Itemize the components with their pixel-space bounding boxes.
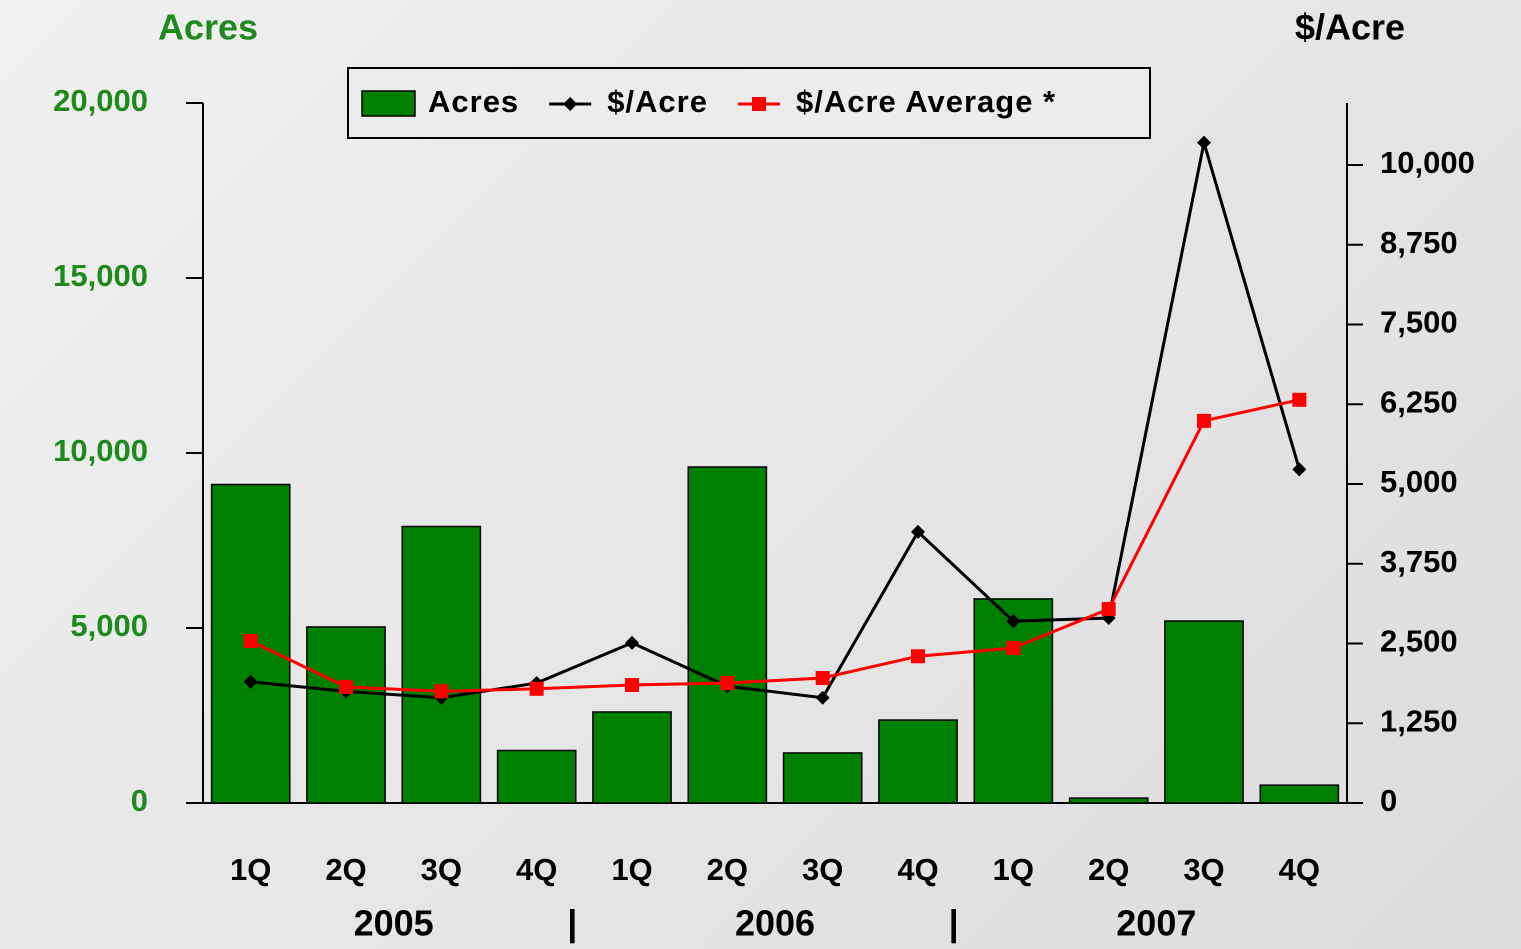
y2-tick-label: 2,500 [1380, 624, 1458, 659]
marker [434, 684, 449, 699]
bar [1164, 620, 1244, 804]
marker [243, 633, 258, 648]
x-tick-label: 3Q [421, 852, 462, 887]
marker [1292, 462, 1307, 477]
y-axis-title: Acres [158, 7, 258, 48]
marker [911, 649, 925, 664]
y2-tick-label: 8,750 [1380, 225, 1458, 260]
x-tick-label: 1Q [993, 852, 1034, 887]
x-tick-label: 1Q [230, 852, 271, 887]
bar [1259, 784, 1340, 804]
y2-tick-label: 1,250 [1380, 703, 1458, 738]
x-tick-label: 3Q [1183, 852, 1224, 887]
marker [1197, 135, 1211, 150]
marker [339, 679, 353, 694]
bar [306, 626, 386, 804]
group-label: 2005 [354, 903, 434, 944]
group-separator: | [567, 903, 577, 945]
bar [496, 749, 577, 804]
bar [401, 525, 482, 804]
marker [815, 690, 830, 705]
x-tick-label: 1Q [611, 852, 652, 887]
y2-tick-label: 6,250 [1380, 384, 1458, 419]
group-label: 2006 [735, 903, 815, 944]
bar [592, 711, 672, 804]
x-tick-label: 2Q [1088, 852, 1129, 887]
legend-marker [751, 97, 766, 111]
line [250, 142, 1301, 700]
bar [878, 719, 958, 804]
y-tick-label: 0 [131, 783, 148, 818]
marker [911, 524, 925, 539]
legend-marker [563, 97, 578, 111]
x-tick-label: 3Q [802, 852, 843, 887]
marker [1197, 413, 1211, 428]
y-tick-label: 5,000 [70, 608, 148, 643]
y2-tick-label: 0 [1380, 783, 1397, 818]
marker [1292, 392, 1307, 407]
legend-label: Acres [428, 84, 519, 119]
y-tick-label: 15,000 [53, 258, 148, 293]
legend-label: $/Acre [607, 84, 708, 119]
marker [1006, 640, 1021, 655]
legend-label: $/Acre Average * [796, 84, 1056, 119]
x-tick-label: 4Q [516, 852, 557, 887]
legend-swatch [361, 90, 416, 117]
line [250, 398, 1300, 693]
marker [243, 674, 258, 689]
bar [782, 752, 863, 804]
marker [625, 635, 639, 650]
bar [687, 466, 768, 804]
marker [720, 676, 735, 691]
x-tick-label: 2Q [707, 852, 748, 887]
x-tick-label: 4Q [1279, 852, 1320, 887]
x-tick-label: 2Q [325, 852, 366, 887]
marker [815, 670, 830, 685]
y2-axis-title: $/Acre [1295, 7, 1405, 48]
y-tick-label: 20,000 [53, 83, 148, 118]
marker [625, 677, 639, 692]
marker [1006, 614, 1021, 629]
y2-tick-label: 10,000 [1380, 145, 1475, 180]
y-tick-label: 10,000 [53, 433, 148, 468]
marker [1101, 602, 1116, 617]
bar [1068, 797, 1149, 804]
x-tick-label: 4Q [897, 852, 938, 887]
bar [973, 598, 1054, 804]
y2-tick-label: 7,500 [1380, 305, 1458, 340]
group-label: 2007 [1116, 903, 1196, 944]
group-separator: | [949, 903, 959, 945]
y2-tick-label: 3,750 [1380, 544, 1458, 579]
marker [529, 681, 544, 696]
y2-tick-label: 5,000 [1380, 464, 1458, 499]
